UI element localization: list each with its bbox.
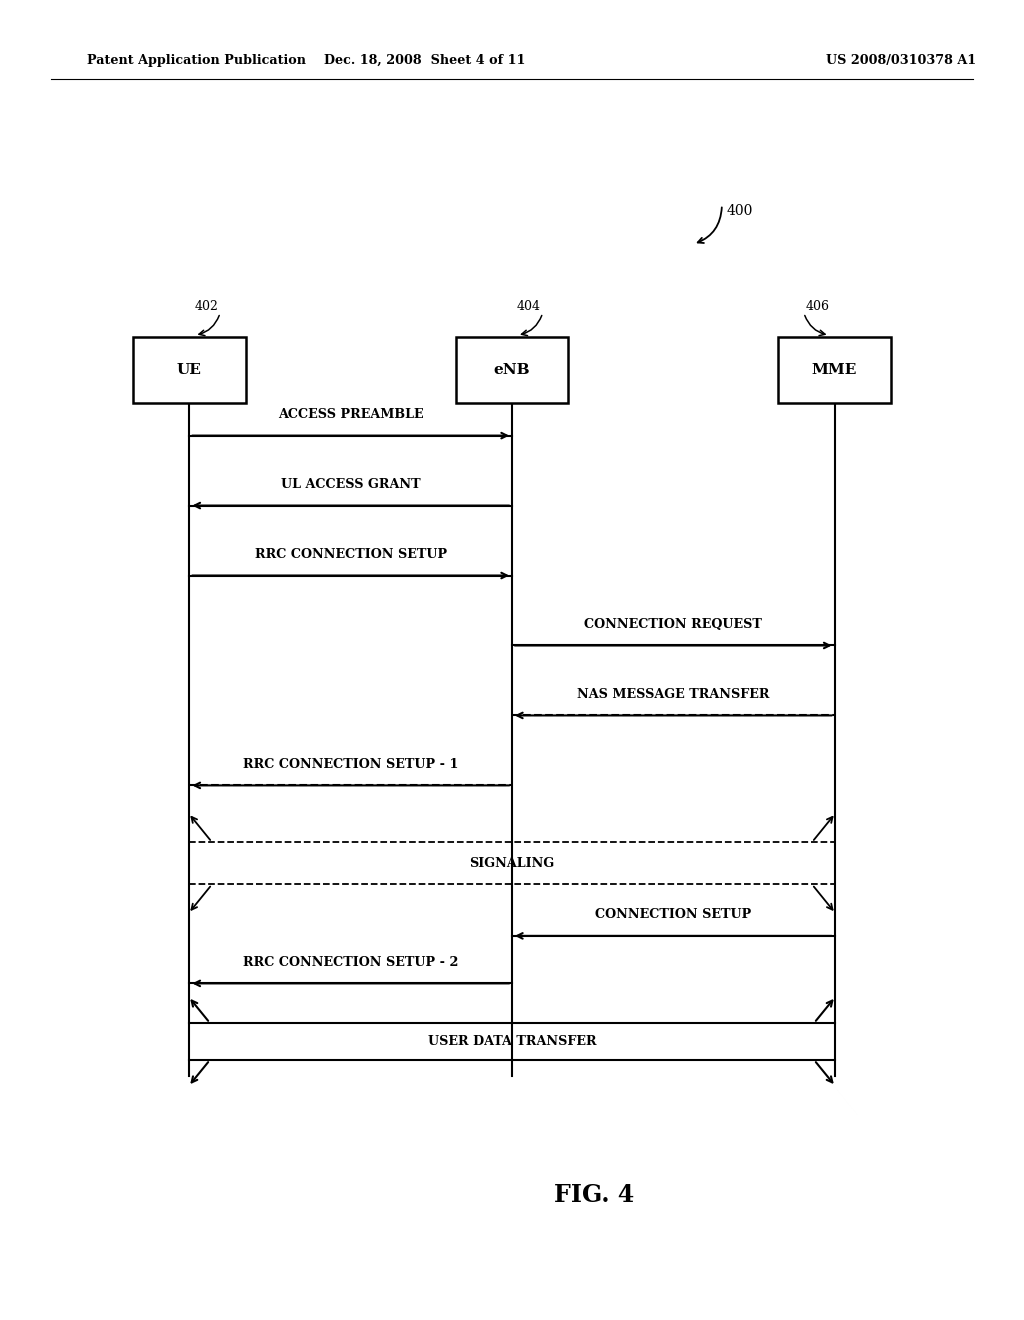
Text: Dec. 18, 2008  Sheet 4 of 11: Dec. 18, 2008 Sheet 4 of 11 — [325, 54, 525, 67]
Bar — [456, 337, 568, 403]
Text: MME: MME — [812, 363, 857, 376]
Text: 400: 400 — [727, 205, 754, 218]
Text: US 2008/0310378 A1: US 2008/0310378 A1 — [826, 54, 976, 67]
Text: 406: 406 — [806, 300, 829, 313]
Text: CONNECTION REQUEST: CONNECTION REQUEST — [585, 618, 762, 631]
Text: USER DATA TRANSFER: USER DATA TRANSFER — [428, 1035, 596, 1048]
Text: RRC CONNECTION SETUP - 1: RRC CONNECTION SETUP - 1 — [243, 758, 459, 771]
Bar — [778, 337, 891, 403]
Text: NAS MESSAGE TRANSFER: NAS MESSAGE TRANSFER — [578, 688, 769, 701]
Text: RRC CONNECTION SETUP - 2: RRC CONNECTION SETUP - 2 — [243, 956, 459, 969]
Text: SIGNALING: SIGNALING — [469, 857, 555, 870]
Text: 402: 402 — [195, 300, 218, 313]
Text: 404: 404 — [517, 300, 541, 313]
Text: FIG. 4: FIG. 4 — [554, 1183, 634, 1206]
Bar — [133, 337, 246, 403]
Text: Patent Application Publication: Patent Application Publication — [87, 54, 306, 67]
Text: UE: UE — [177, 363, 202, 376]
Text: ACCESS PREAMBLE: ACCESS PREAMBLE — [278, 408, 424, 421]
Text: UL ACCESS GRANT: UL ACCESS GRANT — [281, 478, 421, 491]
Text: eNB: eNB — [494, 363, 530, 376]
Text: CONNECTION SETUP: CONNECTION SETUP — [595, 908, 752, 921]
Text: RRC CONNECTION SETUP: RRC CONNECTION SETUP — [255, 548, 446, 561]
